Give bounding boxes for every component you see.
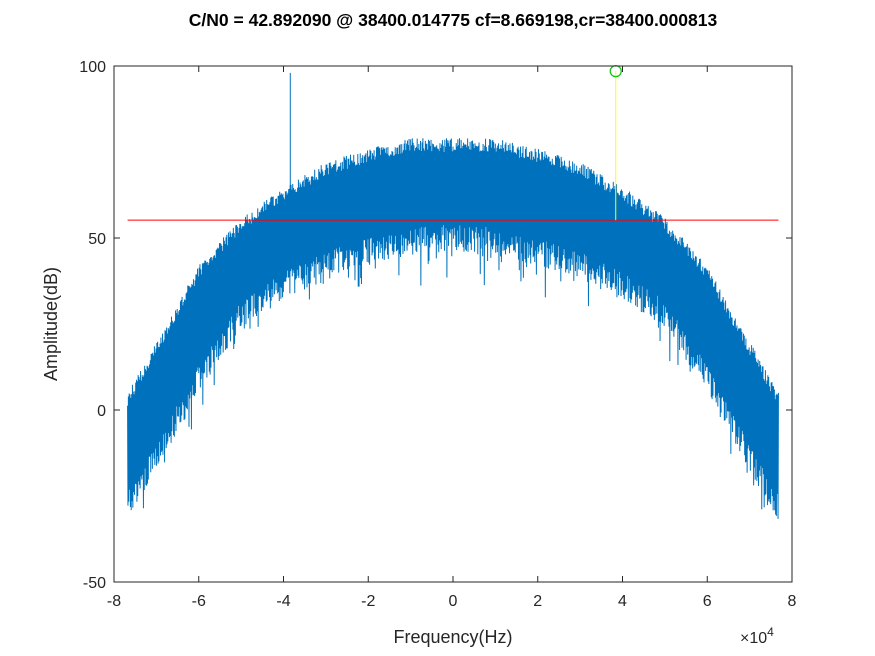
x-axis-label: Frequency(Hz)	[393, 627, 512, 647]
data-layer	[127, 65, 779, 519]
x-tick-label: -8	[107, 593, 121, 610]
y-tick-label: 0	[97, 403, 106, 420]
ticks-layer: -8 -6 -4 -2 0 2 4 6 8 -50 0 50 100	[79, 59, 796, 610]
x-tick-label: 0	[449, 593, 458, 610]
x-axis-exponent-power: 4	[767, 625, 774, 639]
x-tick-label: 6	[703, 593, 712, 610]
x-tick-label: 4	[618, 593, 627, 610]
x-tick-label: -4	[276, 593, 290, 610]
x-axis-exponent-base: ×10	[740, 630, 767, 647]
x-tick-label: 8	[788, 593, 797, 610]
x-tick-label: 2	[533, 593, 542, 610]
y-tick-label: -50	[83, 575, 106, 592]
y-tick-label: 100	[79, 59, 106, 76]
spectrum-trace	[127, 138, 779, 519]
x-tick-label: -6	[192, 593, 206, 610]
x-tick-label: -2	[361, 593, 375, 610]
x-axis-exponent: ×104	[740, 625, 774, 647]
chart-title: C/N0 = 42.892090 @ 38400.014775 cf=8.669…	[189, 10, 718, 30]
y-tick-label: 50	[88, 231, 106, 248]
y-axis-label: Amplitude(dB)	[41, 267, 61, 381]
